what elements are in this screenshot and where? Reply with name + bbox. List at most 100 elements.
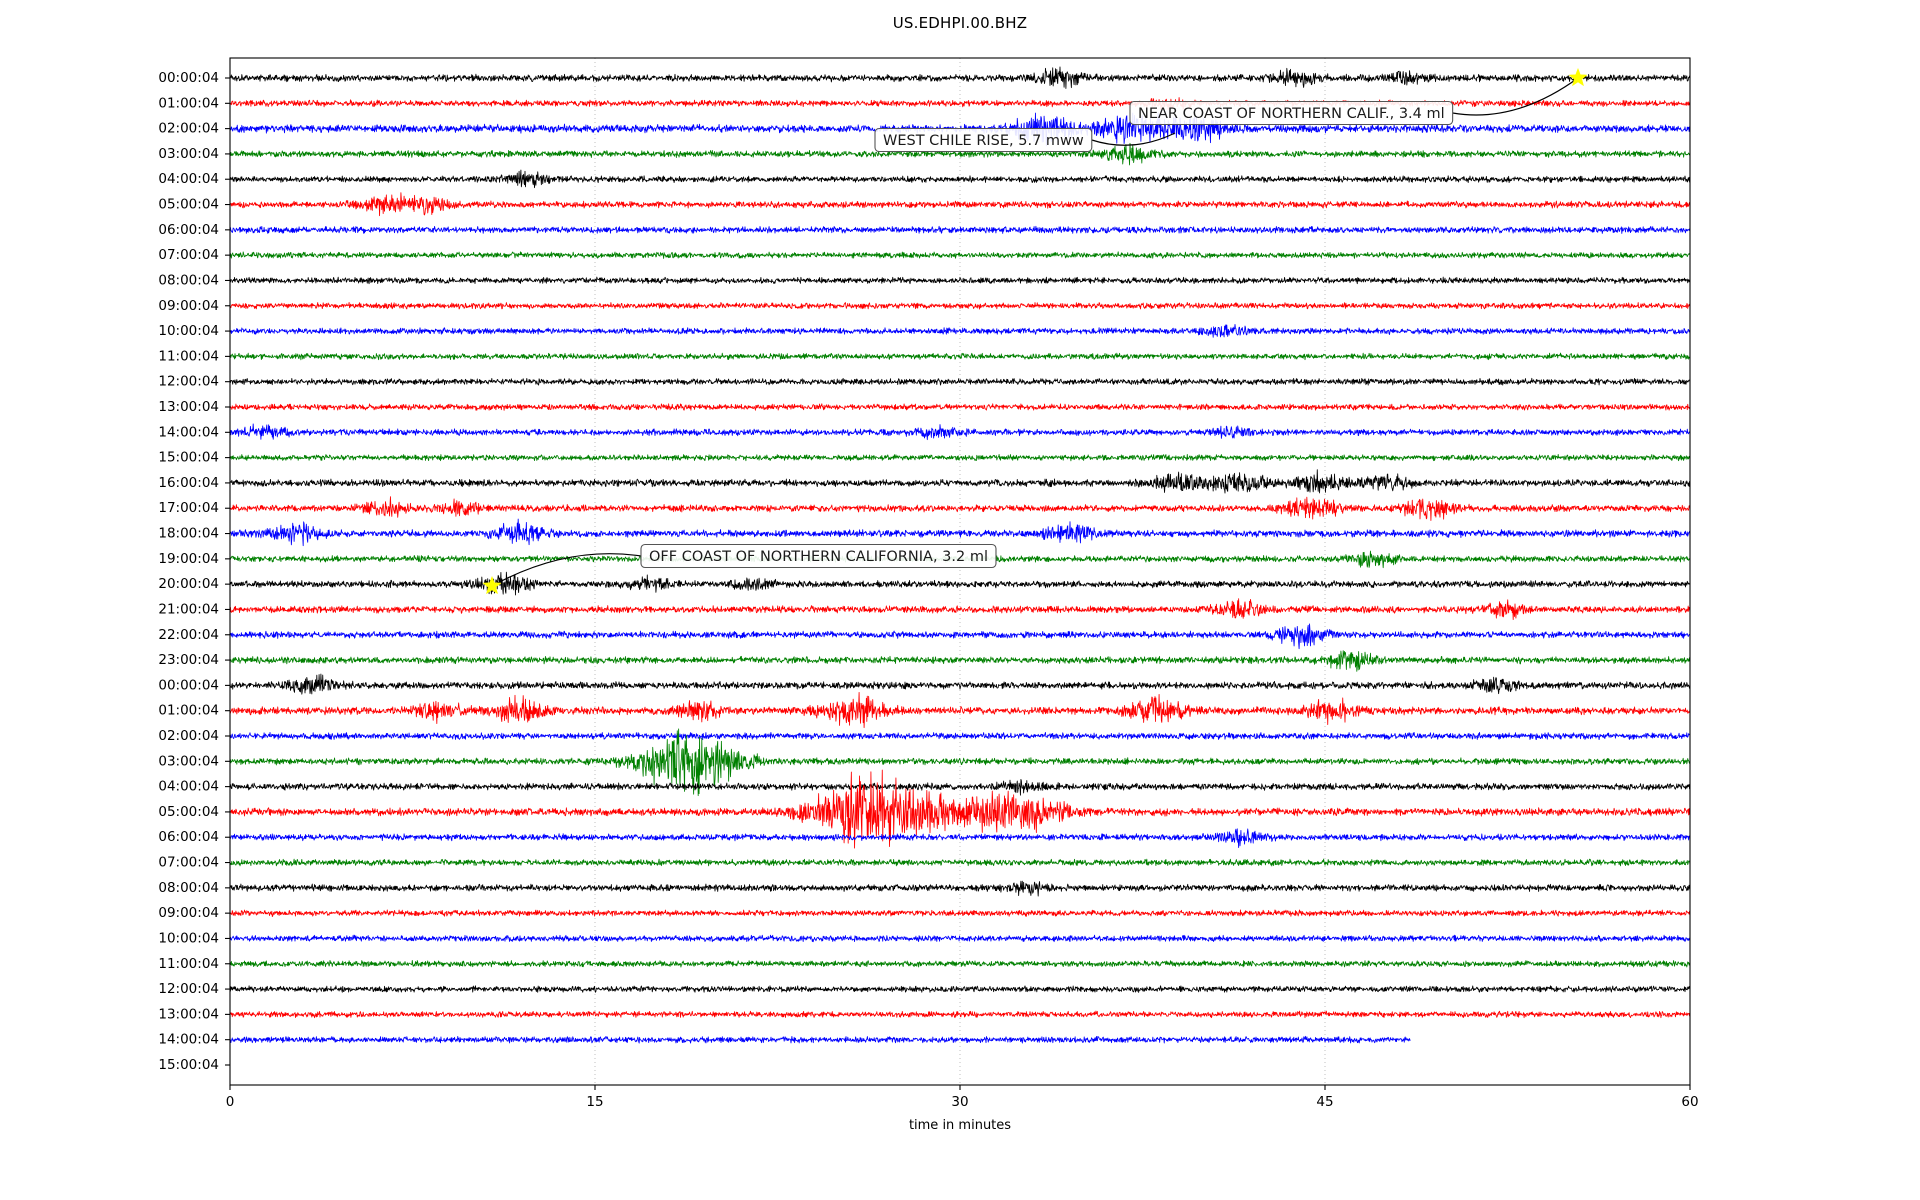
seismic-trace	[229, 142, 1691, 166]
seismic-trace	[229, 1010, 1691, 1019]
annotation-box[interactable]	[640, 543, 997, 569]
seismic-trace	[229, 650, 1691, 672]
y-tick-label: 09:00:04	[158, 298, 219, 314]
y-tick-label: 10:00:04	[158, 323, 219, 339]
annotation-label: WEST CHILE RISE, 5.7 mww	[883, 133, 1084, 149]
seismic-trace	[229, 960, 1691, 968]
y-tick-label: 08:00:04	[158, 880, 219, 896]
seismic-trace	[229, 909, 1691, 917]
y-tick-label: 00:00:04	[158, 677, 219, 693]
annotation-box[interactable]	[874, 127, 1093, 153]
seismic-trace	[229, 934, 1691, 943]
y-tick-label: 03:00:04	[158, 753, 219, 769]
x-tick-label: 0	[226, 1094, 235, 1110]
event-star-marker	[482, 575, 502, 595]
seismic-trace	[229, 858, 1691, 867]
y-tick-label: 09:00:04	[158, 905, 219, 921]
y-tick-label: 05:00:04	[158, 197, 219, 213]
seismic-trace	[229, 673, 1691, 695]
seismic-trace	[229, 403, 1691, 411]
y-tick-label: 06:00:04	[158, 222, 219, 238]
y-tick-label: 01:00:04	[158, 703, 219, 719]
y-tick-label: 04:00:04	[158, 171, 219, 187]
event-star-marker	[1568, 67, 1588, 87]
y-tick-label: 11:00:04	[158, 348, 219, 364]
y-tick-label: 01:00:04	[158, 95, 219, 111]
y-tick-label: 06:00:04	[158, 829, 219, 845]
seismic-trace	[229, 1035, 1411, 1044]
seismic-trace	[229, 828, 1691, 849]
seismic-trace	[229, 301, 1691, 310]
y-tick-label: 15:00:04	[158, 1057, 219, 1073]
y-tick-label: 18:00:04	[158, 526, 219, 542]
seismic-trace	[229, 225, 1691, 234]
y-tick-label: 03:00:04	[158, 146, 219, 162]
y-tick-label: 12:00:04	[158, 981, 219, 997]
annotation-leader-line	[1091, 132, 1176, 146]
y-tick-label: 04:00:04	[158, 779, 219, 795]
seismic-trace	[229, 598, 1691, 621]
y-tick-label: 12:00:04	[158, 374, 219, 390]
y-tick-label: 22:00:04	[158, 627, 219, 643]
y-tick-label: 14:00:04	[158, 1032, 219, 1048]
y-tick-label: 16:00:04	[158, 475, 219, 491]
annotation-leader-line	[491, 553, 642, 587]
seismic-trace	[229, 66, 1691, 89]
y-tick-label: 17:00:04	[158, 500, 219, 516]
seismic-trace	[229, 423, 1691, 441]
seismic-trace	[229, 985, 1691, 993]
y-tick-label: 13:00:04	[158, 399, 219, 415]
y-tick-label: 10:00:04	[158, 930, 219, 946]
seismic-trace	[229, 352, 1691, 361]
y-tick-label: 05:00:04	[158, 804, 219, 820]
seismic-trace	[229, 169, 1691, 189]
annotation-label: OFF COAST OF NORTHERN CALIFORNIA, 3.2 ml	[649, 549, 988, 565]
x-tick-label: 45	[1316, 1094, 1333, 1110]
seismic-trace	[229, 97, 1691, 110]
seismic-trace	[229, 778, 1691, 796]
trace-group	[229, 66, 1691, 1044]
y-tick-label: 15:00:04	[158, 450, 219, 466]
annotation-box[interactable]	[1129, 100, 1454, 126]
seismic-trace	[229, 769, 1691, 849]
annotation-group: NEAR COAST OF NORTHERN CALIF., 3.4 ml WES…	[482, 67, 1588, 595]
y-tick-label: 13:00:04	[158, 1006, 219, 1022]
seismic-trace	[229, 728, 1691, 797]
grid-lines	[594, 58, 1326, 1085]
seismic-trace	[229, 377, 1691, 386]
seismic-trace	[229, 453, 1691, 462]
annotation-leader-line	[1452, 77, 1579, 116]
seismic-trace	[229, 276, 1691, 285]
x-axis: 0 15 30 45 60	[226, 1085, 1699, 1110]
y-tick-label: 11:00:04	[158, 956, 219, 972]
y-tick-label: 20:00:04	[158, 576, 219, 592]
page-title: US.EDHPI.00.BHZ	[892, 14, 1028, 32]
y-axis: 00:00:04 01:00:04 02:00:04 03:00:04 04:00:04…	[158, 70, 230, 1073]
y-tick-label: 07:00:04	[158, 247, 219, 263]
seismic-trace	[229, 192, 1691, 217]
x-tick-label: 30	[951, 1094, 968, 1110]
seismic-trace	[229, 623, 1691, 650]
y-tick-label: 19:00:04	[158, 551, 219, 567]
x-tick-label: 60	[1681, 1094, 1698, 1110]
y-tick-label: 02:00:04	[158, 121, 219, 137]
y-tick-label: 00:00:04	[158, 70, 219, 86]
seismic-trace	[229, 571, 1691, 596]
seismic-trace	[229, 323, 1691, 338]
x-tick-label: 15	[586, 1094, 603, 1110]
y-tick-label: 07:00:04	[158, 855, 219, 871]
x-axis-label: time in minutes	[908, 1118, 1012, 1133]
seismic-trace	[229, 518, 1691, 547]
y-tick-label: 02:00:04	[158, 728, 219, 744]
y-tick-label: 21:00:04	[158, 601, 219, 617]
y-tick-label: 14:00:04	[158, 424, 219, 440]
seismic-trace	[229, 691, 1691, 729]
seismic-trace	[229, 880, 1691, 897]
y-tick-label: 08:00:04	[158, 272, 219, 288]
seismic-trace	[229, 251, 1691, 259]
y-tick-label: 23:00:04	[158, 652, 219, 668]
seismic-trace	[229, 469, 1691, 494]
seismic-trace	[229, 496, 1691, 521]
